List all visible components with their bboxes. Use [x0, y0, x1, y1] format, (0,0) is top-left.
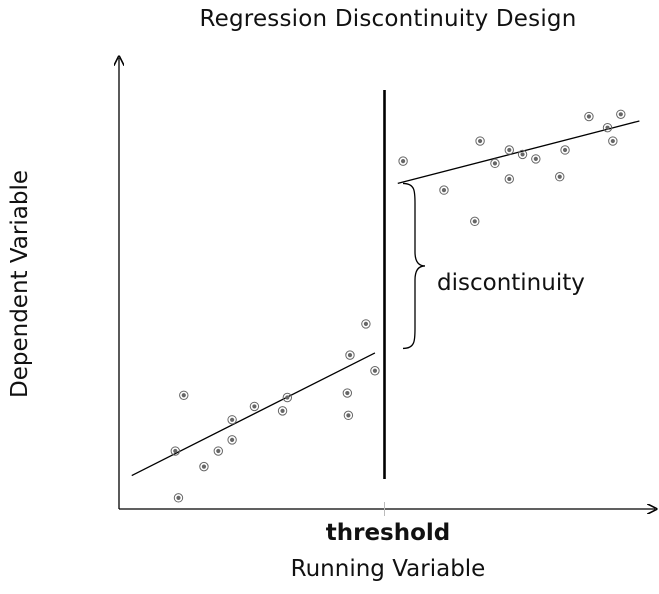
data-point [227, 435, 237, 445]
data-point [560, 145, 570, 155]
discontinuity-annotation: discontinuity [437, 270, 585, 296]
fit-line-left [131, 352, 376, 477]
data-point [517, 149, 528, 160]
data-point [504, 174, 514, 184]
data-point [608, 136, 618, 146]
data-point [343, 410, 354, 421]
data-point [475, 136, 485, 146]
data-point [439, 185, 449, 195]
data-point [555, 172, 565, 182]
data-point [361, 319, 371, 329]
data-point [342, 388, 353, 398]
data-point [199, 461, 209, 472]
x-axis-label: Running Variable [290, 556, 486, 582]
data-point [398, 156, 408, 166]
data-point [531, 154, 541, 164]
data-point [345, 350, 355, 360]
data-point [249, 401, 260, 412]
data-point [584, 111, 594, 122]
data-point [470, 216, 480, 227]
data-point [490, 158, 500, 169]
data-point [370, 366, 380, 376]
data-point [504, 145, 514, 155]
data-points [170, 109, 626, 503]
data-point [277, 406, 288, 416]
discontinuity-brace [402, 182, 426, 350]
data-point [602, 122, 613, 133]
data-point [179, 390, 189, 400]
threshold-label: threshold [325, 520, 451, 546]
data-point [173, 493, 184, 503]
brace-path [402, 182, 426, 350]
data-point [170, 446, 180, 456]
chart-title: Regression Discontinuity Design [199, 6, 577, 32]
data-point [227, 415, 237, 425]
axes [119, 58, 655, 516]
data-point [213, 446, 223, 456]
data-point [282, 392, 293, 403]
data-point [616, 109, 626, 119]
